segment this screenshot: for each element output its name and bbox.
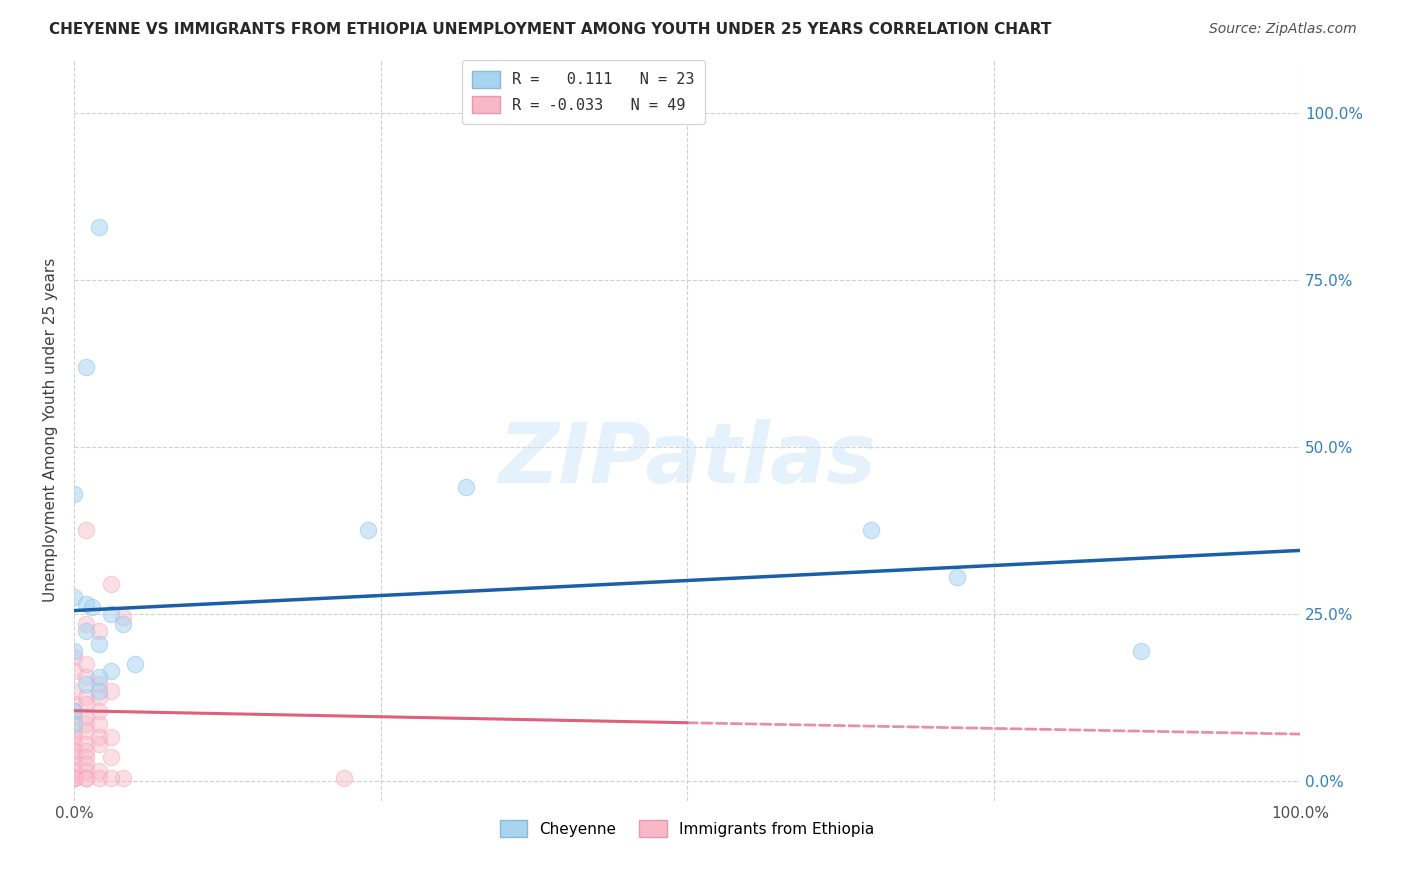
Point — [75, 717, 97, 731]
Point — [87, 690, 110, 705]
Point — [63, 723, 86, 738]
Point — [357, 524, 380, 538]
Point — [63, 764, 86, 778]
Point — [63, 664, 86, 678]
Point — [945, 570, 967, 584]
Point — [63, 697, 86, 711]
Point — [75, 597, 97, 611]
Point — [75, 359, 97, 374]
Text: CHEYENNE VS IMMIGRANTS FROM ETHIOPIA UNEMPLOYMENT AMONG YOUTH UNDER 25 YEARS COR: CHEYENNE VS IMMIGRANTS FROM ETHIOPIA UNE… — [49, 22, 1052, 37]
Point — [87, 717, 110, 731]
Legend: Cheyenne, Immigrants from Ethiopia: Cheyenne, Immigrants from Ethiopia — [492, 813, 882, 845]
Point — [87, 764, 110, 778]
Point — [63, 704, 86, 718]
Text: Source: ZipAtlas.com: Source: ZipAtlas.com — [1209, 22, 1357, 37]
Point — [63, 683, 86, 698]
Point — [75, 744, 97, 758]
Point — [75, 723, 97, 738]
Point — [63, 757, 86, 772]
Point — [63, 737, 86, 751]
Point — [100, 577, 122, 591]
Point — [75, 771, 97, 785]
Point — [63, 650, 86, 665]
Point — [82, 600, 104, 615]
Point — [63, 771, 86, 785]
Point — [87, 624, 110, 638]
Point — [63, 717, 86, 731]
Point — [63, 731, 86, 745]
Point — [75, 697, 97, 711]
Point — [75, 757, 97, 772]
Point — [87, 731, 110, 745]
Point — [63, 771, 86, 785]
Point — [112, 616, 135, 631]
Point — [63, 710, 86, 724]
Point — [87, 683, 110, 698]
Point — [75, 750, 97, 764]
Point — [87, 737, 110, 751]
Point — [87, 670, 110, 684]
Point — [63, 643, 86, 657]
Point — [87, 704, 110, 718]
Point — [63, 750, 86, 764]
Point — [63, 744, 86, 758]
Point — [112, 771, 135, 785]
Point — [456, 480, 478, 494]
Point — [63, 771, 86, 785]
Point — [75, 737, 97, 751]
Point — [75, 771, 97, 785]
Point — [75, 616, 97, 631]
Point — [87, 771, 110, 785]
Point — [100, 731, 122, 745]
Point — [75, 524, 97, 538]
Y-axis label: Unemployment Among Youth under 25 years: Unemployment Among Youth under 25 years — [44, 258, 58, 602]
Point — [75, 670, 97, 684]
Point — [100, 750, 122, 764]
Point — [63, 704, 86, 718]
Point — [100, 771, 122, 785]
Point — [87, 637, 110, 651]
Point — [859, 524, 882, 538]
Point — [100, 664, 122, 678]
Point — [75, 764, 97, 778]
Point — [75, 657, 97, 671]
Point — [100, 683, 122, 698]
Point — [87, 219, 110, 234]
Text: ZIPatlas: ZIPatlas — [498, 419, 876, 500]
Point — [63, 591, 86, 605]
Point — [75, 677, 97, 691]
Point — [112, 610, 135, 624]
Point — [75, 624, 97, 638]
Point — [75, 690, 97, 705]
Point — [1129, 643, 1152, 657]
Point — [100, 607, 122, 621]
Point — [75, 710, 97, 724]
Point — [124, 657, 146, 671]
Point — [63, 486, 86, 500]
Point — [87, 677, 110, 691]
Point — [333, 771, 356, 785]
